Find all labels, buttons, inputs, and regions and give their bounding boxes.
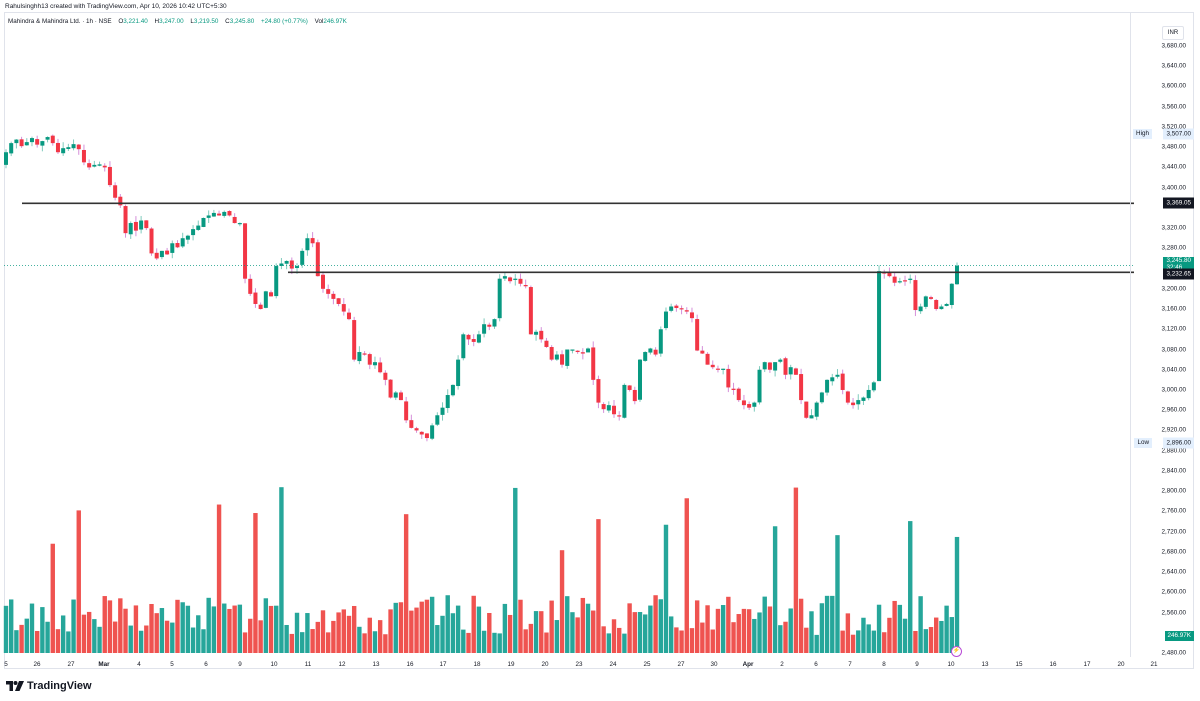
volume-value: 246.97K xyxy=(323,18,347,25)
time-tick: Mar xyxy=(98,661,110,668)
chart-credit: Rahulsinghh13 created with TradingView.c… xyxy=(5,3,227,10)
time-tick: 17 xyxy=(439,661,447,668)
time-tick: 13 xyxy=(981,661,989,668)
price-tick: 3,480.00 xyxy=(1161,143,1186,151)
time-tick: 26 xyxy=(33,661,41,668)
open-value: 3,221.40 xyxy=(123,18,148,25)
time-tick: 16 xyxy=(406,661,414,668)
last-price-tag: 3,245.80 32:46 xyxy=(1163,256,1194,271)
time-tick: 20 xyxy=(541,661,549,668)
time-tick: 30 xyxy=(710,661,718,668)
price-tick: 3,320.00 xyxy=(1161,224,1186,232)
symbol-legend: Mahindra & Mahindra Ltd. · 1h · NSE O3,2… xyxy=(8,18,347,25)
price-tick: 3,520.00 xyxy=(1161,123,1186,131)
price-tick: 3,000.00 xyxy=(1161,386,1186,394)
time-tick: 10 xyxy=(947,661,955,668)
time-tick: 7 xyxy=(848,661,852,668)
time-tick: 19 xyxy=(507,661,515,668)
price-tick: 2,800.00 xyxy=(1161,487,1186,495)
symbol-name[interactable]: Mahindra & Mahindra Ltd. · 1h · NSE xyxy=(8,18,112,25)
close-value: 3,245.80 xyxy=(229,18,255,25)
time-tick: Apr xyxy=(742,661,754,668)
price-tick: 2,880.00 xyxy=(1161,447,1186,455)
time-tick: 21 xyxy=(1150,661,1158,668)
time-tick: 15 xyxy=(1015,661,1023,668)
time-tick: 6 xyxy=(814,661,818,668)
price-tick: 3,040.00 xyxy=(1161,366,1186,374)
volume-tag: 246.97K xyxy=(1164,631,1194,641)
price-tick: 2,840.00 xyxy=(1161,467,1186,475)
high-label: High xyxy=(1133,128,1152,139)
price-tick: 3,560.00 xyxy=(1161,103,1186,111)
currency-button[interactable]: INR xyxy=(1162,26,1184,40)
event-flag-icon[interactable]: ⚡ xyxy=(951,646,962,657)
time-tick: 8 xyxy=(882,661,886,668)
time-tick: 20 xyxy=(1117,661,1125,668)
chart-frame xyxy=(4,12,1194,669)
price-tick: 2,920.00 xyxy=(1161,426,1186,434)
low-price-tag: 2,896.00 xyxy=(1163,437,1194,449)
time-tick: 23 xyxy=(575,661,583,668)
time-tick: 9 xyxy=(915,661,919,668)
price-tick: 3,600.00 xyxy=(1161,82,1186,90)
price-tick: 3,080.00 xyxy=(1161,346,1186,353)
tradingview-logo: TradingView xyxy=(6,680,92,692)
low-label: Low xyxy=(1134,437,1152,448)
time-tick: 27 xyxy=(67,661,75,668)
time-tick: 9 xyxy=(238,661,242,668)
price-tick: 3,400.00 xyxy=(1161,184,1186,192)
time-tick: 2 xyxy=(780,661,784,668)
price-tick: 2,760.00 xyxy=(1161,507,1186,515)
time-tick: 11 xyxy=(304,661,312,668)
support-line-tag: 3,232.65 xyxy=(1163,268,1194,280)
price-tick: 2,600.00 xyxy=(1161,588,1186,596)
high-value: 3,247.00 xyxy=(159,18,184,25)
price-tick: 3,120.00 xyxy=(1161,325,1186,333)
time-tick: 25 xyxy=(643,661,651,668)
time-tick: 18 xyxy=(473,661,481,668)
low-value: 3,219.50 xyxy=(193,18,219,25)
time-tick: 5 xyxy=(170,661,174,668)
price-tick: 2,640.00 xyxy=(1161,568,1186,576)
change-value: +24.80 (+0.77%) xyxy=(260,18,308,25)
time-tick: 6 xyxy=(204,661,208,668)
price-tick: 3,640.00 xyxy=(1161,62,1186,70)
time-tick: 24 xyxy=(609,661,617,668)
price-tick: 3,680.00 xyxy=(1161,42,1186,50)
price-tick: 2,720.00 xyxy=(1161,528,1186,536)
time-tick: 4 xyxy=(137,661,141,668)
price-tick: 2,680.00 xyxy=(1161,548,1186,556)
price-axis[interactable]: INR 3,680.00 3,640.00 3,600.00 3,560.00 3,52… xyxy=(1130,12,1194,657)
time-tick: 10 xyxy=(270,661,278,668)
price-tick: 3,280.00 xyxy=(1161,244,1186,252)
time-tick: 17 xyxy=(1083,661,1091,668)
price-tick: 2,560.00 xyxy=(1161,609,1186,617)
time-tick: 13 xyxy=(372,661,380,668)
price-tick: 3,200.00 xyxy=(1161,285,1186,293)
brand-name: TradingView xyxy=(27,680,92,692)
time-tick: 27 xyxy=(677,661,685,668)
price-tick: 3,160.00 xyxy=(1161,305,1186,313)
time-tick: 16 xyxy=(1049,661,1057,668)
price-tick: 2,480.00 xyxy=(1161,649,1186,657)
tradingview-logo-icon xyxy=(6,681,24,691)
price-tick: 3,440.00 xyxy=(1161,163,1186,171)
price-tick: 2,960.00 xyxy=(1161,406,1186,414)
high-price-tag: 3,507.00 xyxy=(1163,128,1194,139)
time-tick: 5 xyxy=(4,661,8,668)
resistance-line-tag: 3,369.05 xyxy=(1163,197,1194,209)
time-tick: 12 xyxy=(338,661,346,668)
